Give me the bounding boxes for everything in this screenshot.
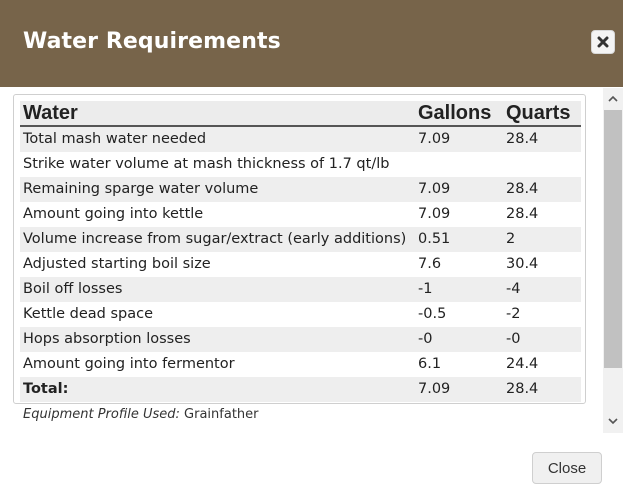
total-gallons: 7.09 (415, 377, 503, 402)
dialog-close-button[interactable] (591, 30, 615, 54)
column-header-quarts: Quarts (503, 101, 581, 127)
row-label: Boil off losses (20, 277, 415, 302)
scroll-up-arrow[interactable] (603, 88, 623, 108)
row-quarts: 24.4 (503, 352, 581, 377)
column-header-water: Water (20, 101, 415, 127)
row-gallons: 0.51 (415, 227, 503, 252)
table-row: Adjusted starting boil size 7.6 30.4 (20, 252, 581, 277)
row-gallons: 6.1 (415, 352, 503, 377)
dialog-scrollbar[interactable] (603, 88, 623, 433)
water-table: Water Gallons Quarts Total mash water ne… (20, 101, 581, 402)
row-quarts: -2 (503, 302, 581, 327)
equipment-profile-label: Equipment Profile Used: (23, 407, 180, 422)
row-label: Kettle dead space (20, 302, 415, 327)
total-row: Total: 7.09 28.4 (20, 377, 581, 402)
chevron-up-icon (608, 95, 618, 102)
chevron-down-icon (608, 417, 618, 424)
table-row: Amount going into kettle 7.09 28.4 (20, 202, 581, 227)
close-button[interactable]: Close (532, 452, 602, 484)
row-quarts: -0 (503, 327, 581, 352)
water-table-panel: Water Gallons Quarts Total mash water ne… (13, 94, 586, 404)
row-label: Strike water volume at mash thickness of… (20, 152, 415, 177)
row-gallons: -0.5 (415, 302, 503, 327)
close-icon (597, 36, 609, 48)
row-quarts: 28.4 (503, 177, 581, 202)
row-gallons (415, 152, 503, 177)
total-label: Total: (20, 377, 415, 402)
row-gallons: 7.09 (415, 177, 503, 202)
table-row: Hops absorption losses -0 -0 (20, 327, 581, 352)
table-row: Total mash water needed 7.09 28.4 (20, 126, 581, 152)
row-label: Total mash water needed (20, 126, 415, 152)
row-label: Hops absorption losses (20, 327, 415, 352)
row-gallons: 7.09 (415, 126, 503, 152)
table-row: Boil off losses -1 -4 (20, 277, 581, 302)
column-header-gallons: Gallons (415, 101, 503, 127)
equipment-profile-value: Grainfather (184, 407, 259, 422)
table-row: Volume increase from sugar/extract (earl… (20, 227, 581, 252)
total-quarts: 28.4 (503, 377, 581, 402)
row-gallons: -1 (415, 277, 503, 302)
row-quarts: 2 (503, 227, 581, 252)
row-gallons: 7.09 (415, 202, 503, 227)
row-label: Amount going into fermentor (20, 352, 415, 377)
row-quarts: 30.4 (503, 252, 581, 277)
row-quarts: 28.4 (503, 126, 581, 152)
row-gallons: -0 (415, 327, 503, 352)
row-quarts: 28.4 (503, 202, 581, 227)
table-row: Amount going into fermentor 6.1 24.4 (20, 352, 581, 377)
row-label: Amount going into kettle (20, 202, 415, 227)
table-row: Remaining sparge water volume 7.09 28.4 (20, 177, 581, 202)
row-label: Adjusted starting boil size (20, 252, 415, 277)
table-row: Kettle dead space -0.5 -2 (20, 302, 581, 327)
row-label: Volume increase from sugar/extract (earl… (20, 227, 415, 252)
row-label: Remaining sparge water volume (20, 177, 415, 202)
scroll-down-arrow[interactable] (603, 411, 623, 431)
row-gallons: 7.6 (415, 252, 503, 277)
table-row: Strike water volume at mash thickness of… (20, 152, 581, 177)
row-quarts (503, 152, 581, 177)
dialog-header: Water Requirements (0, 0, 623, 87)
dialog-title: Water Requirements (23, 29, 281, 54)
scrollbar-thumb[interactable] (604, 110, 622, 368)
table-header-row: Water Gallons Quarts (20, 101, 581, 127)
equipment-profile-note: Equipment Profile Used: Grainfather (23, 407, 259, 422)
row-quarts: -4 (503, 277, 581, 302)
